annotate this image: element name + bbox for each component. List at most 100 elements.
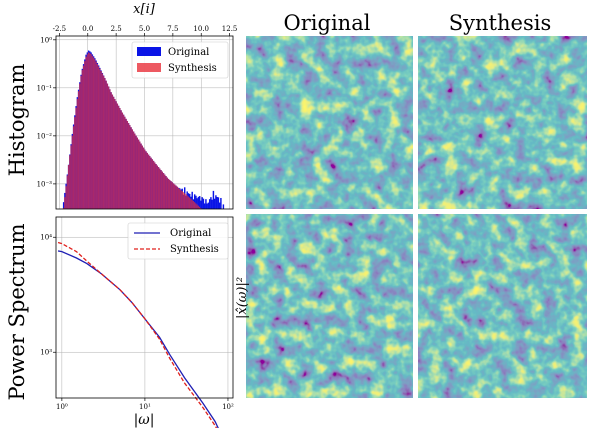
histogram-bar-synthesis [166, 177, 168, 209]
histogram-bar-synthesis [121, 112, 124, 209]
histogram-bar-synthesis [64, 197, 66, 209]
spectrum-ticks: 10⁰ 10¹ 10² 10³ 10⁴ [40, 234, 234, 411]
histogram-xtick-label: 5.0 [139, 25, 150, 33]
histogram-bar-synthesis [85, 56, 87, 209]
col-title-synthesis: Synthesis [449, 11, 551, 35]
histogram-bar-synthesis [198, 206, 201, 209]
histogram-bar-synthesis [75, 107, 77, 209]
histogram-bar-synthesis [65, 186, 67, 209]
histogram-bar-synthesis [89, 52, 91, 209]
histogram-bar-synthesis [69, 155, 71, 209]
histogram-bar-synthesis [70, 145, 72, 209]
histogram-bar-synthesis [150, 157, 152, 209]
histogram-ytick-label: 10⁻² [37, 132, 53, 140]
histogram-bar-synthesis [142, 147, 145, 209]
histogram-bar-synthesis [71, 135, 74, 209]
histogram-xtick-label: 12.5 [222, 25, 238, 33]
histogram-bar-synthesis [196, 204, 198, 209]
histogram-bar-synthesis [84, 61, 86, 210]
histogram-xlabel: x[i] [133, 2, 156, 17]
spectrum-xlabel: |ω| [134, 412, 155, 428]
histogram-bar-synthesis [120, 110, 122, 209]
histogram-bar-synthesis [160, 170, 162, 209]
histogram-ytick-label: 10⁻³ [37, 180, 53, 188]
histogram-bar-synthesis [172, 183, 175, 209]
histogram-bar-original [193, 194, 196, 209]
histogram-bar-synthesis [193, 202, 196, 209]
histogram-bar-original [213, 198, 216, 209]
histogram-bar-synthesis [141, 145, 143, 209]
histogram-bar-synthesis [155, 164, 157, 209]
histogram-bar-original [207, 202, 210, 209]
histogram-bar-synthesis [146, 152, 148, 209]
histogram-bar-synthesis [77, 91, 80, 209]
histogram-bar-synthesis [131, 129, 134, 209]
spectrum-lines [57, 241, 219, 428]
col-title-original: Original [284, 11, 371, 35]
spectrum-ylabel: |x̂(ω)|² [235, 277, 250, 319]
spectrum-frame [55, 216, 234, 399]
power-spectrum-chart: 10⁰ 10¹ 10² 10³ 10⁴ |ω| |x̂(ω)|² Original Sy… [40, 216, 250, 428]
histogram-bar-original [210, 197, 212, 209]
histogram-bar-synthesis [190, 198, 192, 209]
row-label-histogram: Histogram [5, 64, 29, 177]
legend-swatch-original [137, 47, 161, 56]
histogram-bar-synthesis [177, 187, 180, 209]
histogram-bar-synthesis [164, 174, 166, 209]
histogram-bar-synthesis [76, 98, 79, 209]
histogram-xtick-label: 10.0 [193, 25, 209, 33]
histogram-bar-synthesis [147, 154, 150, 209]
histogram-bar-synthesis [92, 57, 95, 210]
histogram-bar-synthesis [180, 190, 182, 209]
histogram-bar-synthesis [104, 78, 106, 209]
histogram-bar-synthesis [174, 184, 176, 209]
histogram-chart: -2.5 0.0 2.5 5.0 7.5 10.0 12.510⁻³10⁻²10⁻¹10⁰ … [37, 2, 238, 210]
histogram-bar-synthesis [186, 195, 188, 209]
spectrum-ytick-label: 10³ [40, 349, 52, 357]
histogram-xtick-label: 2.5 [111, 25, 122, 33]
spectrum-ytick-label: 10⁴ [40, 234, 52, 242]
spectrum-xtick-label: 10¹ [139, 403, 151, 411]
histogram-bar-original [197, 196, 200, 209]
histogram-bar-synthesis [95, 61, 97, 209]
histogram-bar-original [211, 199, 213, 209]
histogram-bar-synthesis [188, 197, 191, 209]
histogram-bar-synthesis [182, 192, 185, 209]
histogram-bars [62, 50, 225, 210]
histogram-bar-synthesis [124, 116, 126, 209]
histogram-bar-synthesis [152, 160, 155, 209]
histogram-bar-original [205, 199, 207, 209]
histogram-bar-synthesis [137, 139, 140, 209]
histogram-bar-synthesis [74, 117, 76, 209]
histogram-legend: Original Synthesis [131, 41, 229, 79]
histogram-bar-synthesis [159, 168, 161, 209]
histogram-bar-synthesis [169, 180, 171, 209]
histogram-ytick-label: 10⁰ [40, 36, 52, 44]
histogram-bar-original [220, 197, 222, 209]
histogram-bar-synthesis [67, 164, 70, 209]
histogram-bar-synthesis [129, 125, 131, 209]
histogram-bar-synthesis [109, 89, 111, 209]
histogram-bar-synthesis [167, 178, 170, 209]
histogram-bar-original [195, 195, 197, 209]
histogram-bar-original [203, 203, 206, 209]
histogram-bar-synthesis [171, 182, 173, 209]
histogram-bar-synthesis [187, 196, 190, 209]
spectrum-line-synthesis [57, 241, 218, 428]
histogram-bar-original [215, 195, 217, 209]
histogram-bar-original [216, 197, 218, 209]
histogram-bar-synthesis [139, 141, 141, 209]
histogram-bar-synthesis [106, 83, 109, 209]
histogram-ytick-label: 10⁻¹ [37, 84, 53, 92]
histogram-bar-synthesis [86, 54, 89, 209]
spectrum-legend: Original Synthesis [127, 222, 229, 260]
spectrum-xtick-label: 10⁰ [56, 403, 68, 411]
histogram-bar-original [198, 196, 201, 209]
histogram-bar-synthesis [130, 127, 132, 209]
histogram-bar-synthesis [94, 59, 96, 209]
histogram-bar-synthesis [191, 199, 193, 209]
histogram-bar-synthesis [192, 201, 195, 209]
histogram-bar-synthesis [97, 66, 100, 210]
histogram-bar-original [200, 200, 202, 209]
